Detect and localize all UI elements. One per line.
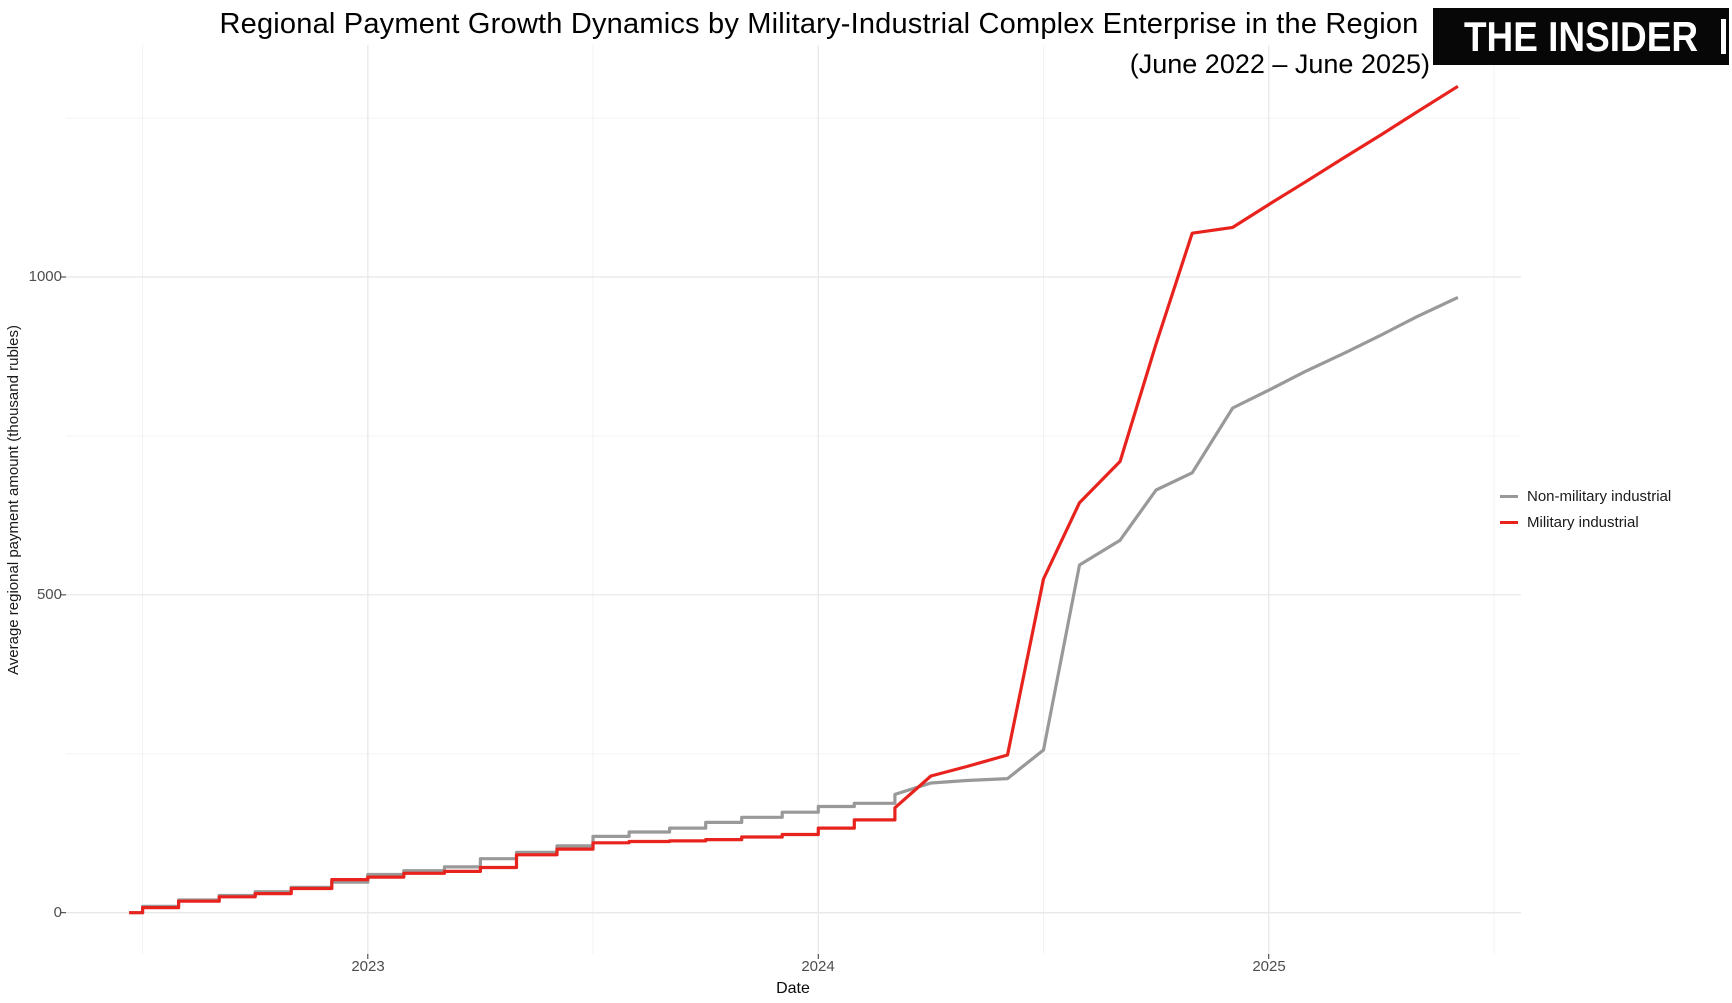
legend-label: Military industrial <box>1527 513 1639 531</box>
chart-title: Regional Payment Growth Dynamics by Mili… <box>219 8 1419 40</box>
series-line-military-industrial <box>129 84 1459 915</box>
y-tick-0: 0 <box>53 904 62 921</box>
y-axis-title: Average regional payment amount (thousan… <box>5 325 22 675</box>
legend-item: Non-military industrial <box>1500 483 1671 509</box>
chart-subtitle: (June 2022 – June 2025) <box>1129 49 1430 79</box>
legend-swatch <box>1500 494 1518 498</box>
x-tick-2025: 2025 <box>1252 958 1286 975</box>
legend: Non-military industrial Military industr… <box>1500 483 1671 535</box>
the-insider-logo: THE INSIDER <box>1433 8 1729 65</box>
x-tick-2024: 2024 <box>801 958 835 975</box>
y-tick-500: 500 <box>36 586 62 603</box>
logo-bar-icon <box>1721 19 1726 54</box>
x-axis-title: Date <box>776 980 810 997</box>
logo-text: THE INSIDER <box>1463 12 1699 60</box>
x-tick-2023: 2023 <box>351 958 385 975</box>
y-tick-1000: 1000 <box>28 268 62 285</box>
legend-label: Non-military industrial <box>1527 487 1672 505</box>
legend-item: Military industrial <box>1500 509 1671 535</box>
series-line-non-military-industrial <box>129 295 1459 915</box>
legend-swatch <box>1500 520 1518 524</box>
